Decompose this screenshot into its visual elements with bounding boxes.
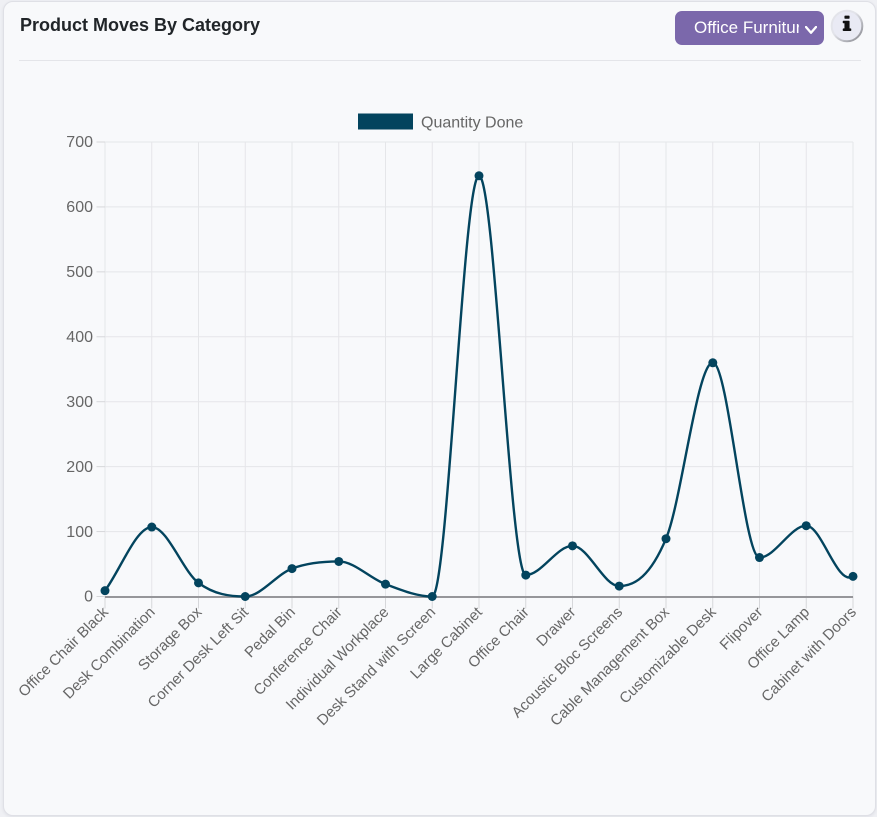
svg-text:700: 700 (66, 134, 93, 151)
svg-text:Conference Chair: Conference Chair (250, 604, 345, 699)
svg-text:300: 300 (66, 394, 93, 411)
svg-text:500: 500 (66, 264, 93, 281)
svg-text:600: 600 (66, 199, 93, 216)
svg-text:400: 400 (66, 329, 93, 346)
svg-text:200: 200 (66, 459, 93, 476)
svg-text:Quantity Done: Quantity Done (421, 115, 523, 132)
svg-text:Drawer: Drawer (533, 604, 579, 650)
svg-text:0: 0 (84, 589, 93, 606)
svg-text:100: 100 (66, 524, 93, 541)
